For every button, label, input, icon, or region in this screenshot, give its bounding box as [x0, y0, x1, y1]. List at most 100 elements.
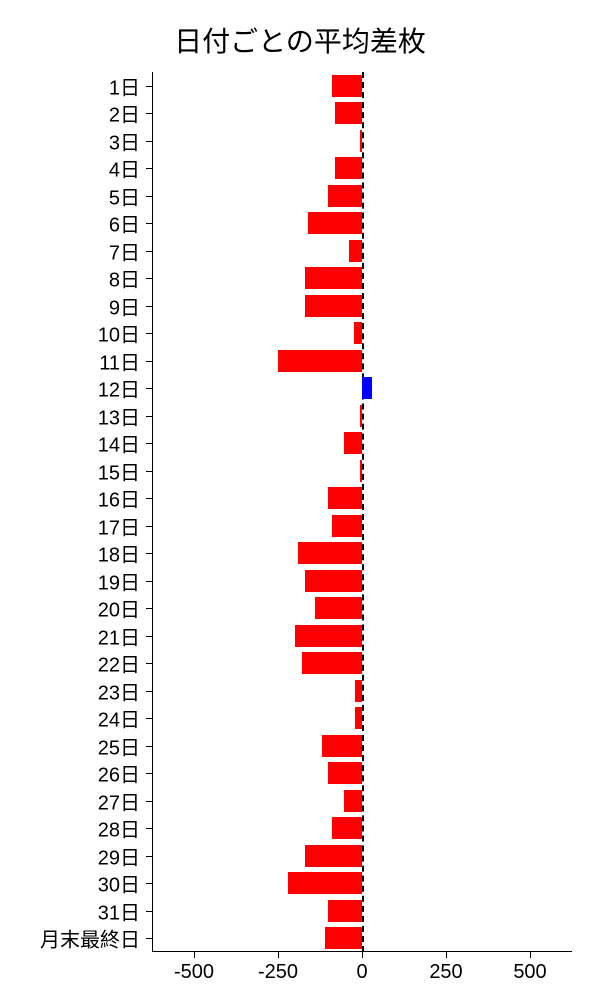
y-tick: [146, 718, 152, 719]
y-axis-label: 5日: [109, 181, 140, 210]
x-axis-label: -250: [258, 961, 298, 984]
y-axis-label: 3日: [109, 126, 140, 155]
y-axis-label: 31日: [98, 896, 140, 925]
y-axis-label: 23日: [98, 676, 140, 705]
y-tick: [146, 828, 152, 829]
bar: [332, 515, 362, 537]
x-tick: [362, 952, 363, 958]
x-axis-label: 250: [429, 961, 462, 984]
chart-container: 日付ごとの平均差枚 1日2日3日4日5日6日7日8日9日10日11日12日13日…: [0, 0, 600, 1000]
chart-title: 日付ごとの平均差枚: [0, 20, 600, 60]
y-tick: [146, 526, 152, 527]
x-axis-label: -500: [174, 961, 214, 984]
y-axis-label: 24日: [98, 704, 140, 733]
y-axis-label: 6日: [109, 209, 140, 238]
bar: [295, 625, 362, 647]
x-tick: [194, 952, 195, 958]
y-axis-label: 29日: [98, 841, 140, 870]
bar: [360, 460, 362, 482]
y-tick: [146, 856, 152, 857]
y-axis-label: 14日: [98, 429, 140, 458]
y-tick: [146, 278, 152, 279]
bar: [278, 350, 362, 372]
y-axis-label: 13日: [98, 401, 140, 430]
y-axis-label: 18日: [98, 539, 140, 568]
y-tick: [146, 608, 152, 609]
bar: [308, 212, 362, 234]
bar: [298, 542, 362, 564]
y-axis-label: 26日: [98, 759, 140, 788]
bar: [362, 377, 372, 399]
y-axis-label: 10日: [98, 319, 140, 348]
y-tick: [146, 223, 152, 224]
y-axis-label: 22日: [98, 649, 140, 678]
zero-line: [362, 72, 364, 952]
y-axis-line: [152, 72, 153, 952]
bar: [325, 927, 362, 949]
bar: [344, 790, 362, 812]
y-axis-label: 27日: [98, 786, 140, 815]
bar: [328, 487, 362, 509]
y-tick: [146, 471, 152, 472]
bar: [305, 295, 362, 317]
bar: [328, 185, 362, 207]
y-axis-label: 25日: [98, 731, 140, 760]
y-axis-label: 8日: [109, 264, 140, 293]
bar: [355, 680, 362, 702]
bar: [315, 597, 362, 619]
y-tick: [146, 86, 152, 87]
y-tick: [146, 746, 152, 747]
bar: [349, 240, 362, 262]
y-axis-label: 17日: [98, 511, 140, 540]
bar: [344, 432, 362, 454]
bar: [332, 817, 362, 839]
bar: [355, 707, 362, 729]
bar: [360, 130, 362, 152]
y-axis-label: 2日: [109, 99, 140, 128]
bar: [288, 872, 362, 894]
y-axis-label: 30日: [98, 869, 140, 898]
y-tick: [146, 388, 152, 389]
x-tick: [278, 952, 279, 958]
x-axis-label: 500: [513, 961, 546, 984]
y-tick: [146, 168, 152, 169]
x-tick: [530, 952, 531, 958]
y-tick: [146, 361, 152, 362]
y-axis-label: 4日: [109, 154, 140, 183]
y-tick: [146, 196, 152, 197]
y-axis-label: 28日: [98, 814, 140, 843]
bar: [332, 75, 362, 97]
x-axis-label: 0: [356, 961, 367, 984]
y-tick: [146, 691, 152, 692]
y-tick: [146, 443, 152, 444]
y-axis-label: 7日: [109, 236, 140, 265]
x-tick: [446, 952, 447, 958]
y-axis-label: 12日: [98, 374, 140, 403]
y-tick: [146, 498, 152, 499]
bar: [328, 900, 362, 922]
y-axis-label: 月末最終日: [40, 924, 140, 953]
y-tick: [146, 581, 152, 582]
y-axis-label: 1日: [109, 71, 140, 100]
y-tick: [146, 416, 152, 417]
y-tick: [146, 883, 152, 884]
y-tick: [146, 141, 152, 142]
bar: [305, 267, 362, 289]
y-tick: [146, 251, 152, 252]
y-tick: [146, 636, 152, 637]
y-tick: [146, 938, 152, 939]
y-axis-label: 16日: [98, 484, 140, 513]
y-axis-label: 20日: [98, 594, 140, 623]
y-axis-label: 21日: [98, 621, 140, 650]
y-tick: [146, 306, 152, 307]
y-axis-label: 19日: [98, 566, 140, 595]
bar: [335, 102, 362, 124]
bar: [354, 322, 362, 344]
y-axis-labels: 1日2日3日4日5日6日7日8日9日10日11日12日13日14日15日16日1…: [0, 72, 140, 952]
plot-area: -500-2500250500: [152, 72, 572, 952]
y-tick: [146, 663, 152, 664]
y-axis-label: 11日: [99, 346, 140, 375]
bar: [305, 845, 362, 867]
bar: [328, 762, 362, 784]
y-tick: [146, 773, 152, 774]
